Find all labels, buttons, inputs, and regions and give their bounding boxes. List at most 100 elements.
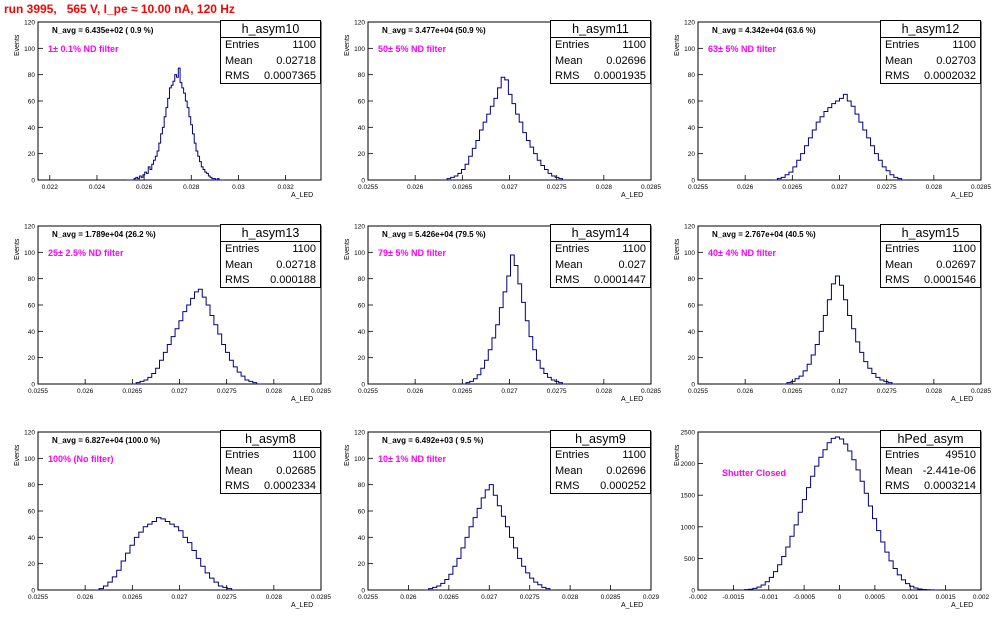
stats-key: Entries xyxy=(225,243,260,255)
stats-value: 1100 xyxy=(952,39,976,51)
stats-key: Mean xyxy=(555,54,583,67)
x-tick-label: 0.028 xyxy=(562,594,579,601)
y-tick-label: 40 xyxy=(688,125,696,132)
stats-row-entries: Entries 1100 xyxy=(221,242,320,258)
y-tick-label: 80 xyxy=(358,72,366,79)
y-tick-label: 100 xyxy=(354,46,365,53)
x-tick-label: 0.0265 xyxy=(122,388,142,395)
x-tick-label: 0.026 xyxy=(407,388,424,395)
x-tick-label: 0.0275 xyxy=(217,388,237,395)
histogram-line xyxy=(94,517,237,591)
x-tick-label: 0.0275 xyxy=(877,184,897,191)
y-tick-label: 40 xyxy=(358,535,366,542)
y-axis-label: Events xyxy=(14,444,21,466)
x-tick-label: 0.0285 xyxy=(971,184,991,191)
x-tick-label: 0.026 xyxy=(77,594,94,601)
stats-value: 0.0002032 xyxy=(924,70,976,82)
navg-label: N_avg = 1.789e+04 (26.2 %) xyxy=(52,230,156,239)
histogram-name: h_asym15 xyxy=(881,225,980,242)
histogram-line xyxy=(740,436,939,591)
stats-value: 49510 xyxy=(945,449,976,461)
y-tick-label: 80 xyxy=(28,72,36,79)
y-tick-label: 40 xyxy=(688,329,696,336)
filter-label: 25± 2.5% ND filter xyxy=(48,248,124,258)
x-tick-label: 0.0265 xyxy=(452,388,472,395)
filter-label: 50± 5% ND filter xyxy=(378,44,446,54)
histogram-plot: 0 20 40 60 80 100 120 0.0255 0.026 0.0265 0.027 0.0… xyxy=(354,20,661,192)
histogram-name: h_asym14 xyxy=(551,225,650,242)
stats-key: RMS xyxy=(225,480,250,492)
stats-row-mean: Mean 0.027 xyxy=(551,258,650,274)
filter-label: 40± 4% ND filter xyxy=(708,248,776,258)
x-tick-label: 0 xyxy=(838,594,842,601)
stats-row-rms: RMS 0.0002032 xyxy=(881,69,980,85)
stats-value: 0.0003214 xyxy=(924,480,976,492)
stats-row-rms: RMS 0.0007365 xyxy=(221,69,320,85)
stats-value: 1100 xyxy=(622,243,646,255)
histogram-line xyxy=(443,76,567,181)
histogram-panel-hPed_asym: 0 500 1000 1500 2000 2500 -0.002 -0.0015 -0.001 -… xyxy=(660,428,990,628)
x-tick-label: 0.027 xyxy=(831,184,848,191)
x-tick-label: 0.026 xyxy=(77,388,94,395)
x-tick-label: 0.0275 xyxy=(547,184,567,191)
stats-row-mean: Mean 0.02718 xyxy=(221,258,320,274)
stats-key: Entries xyxy=(885,243,920,255)
x-tick-label: -0.002 xyxy=(689,594,708,601)
y-tick-label: 1000 xyxy=(681,524,696,531)
y-tick-label: 60 xyxy=(358,509,366,516)
y-tick-label: 40 xyxy=(358,125,366,132)
y-tick-label: 80 xyxy=(358,276,366,283)
x-axis-label: A_LED xyxy=(291,192,314,199)
histogram-plot: 0 20 40 60 80 100 120 0.0255 0.026 0.0265 0.027 0.0… xyxy=(24,430,331,602)
y-tick-label: 0 xyxy=(691,588,695,595)
run-title: run 3995, 565 V, I_pe ≈ 10.00 nA, 120 Hz xyxy=(4,2,235,16)
x-tick-label: 0.0265 xyxy=(782,184,802,191)
x-tick-label: 0.028 xyxy=(183,184,200,191)
stats-key: Mean xyxy=(885,464,913,477)
y-axis-label: Events xyxy=(14,34,21,56)
stats-key: Entries xyxy=(555,39,590,51)
stats-box: h_asym14 Entries 1100 Mean 0.027 RMS 0.0001447 xyxy=(550,224,651,288)
navg-label: N_avg = 6.827e+04 (100.0 %) xyxy=(52,436,161,445)
stats-row-mean: Mean 0.02696 xyxy=(551,464,650,480)
x-tick-label: 0.0285 xyxy=(311,388,331,395)
y-tick-label: 20 xyxy=(358,561,366,568)
x-tick-label: 0.03 xyxy=(232,184,245,191)
y-tick-label: 0 xyxy=(361,382,365,389)
stats-row-rms: RMS 0.0001447 xyxy=(551,273,650,289)
x-axis-label: A_LED xyxy=(951,602,974,609)
x-tick-label: -0.001 xyxy=(760,594,779,601)
stats-row-entries: Entries 1100 xyxy=(881,242,980,258)
stats-row-mean: Mean 0.02696 xyxy=(551,54,650,70)
y-tick-label: 100 xyxy=(24,456,35,463)
x-tick-label: 0.026 xyxy=(737,184,754,191)
x-tick-label: 0.027 xyxy=(831,388,848,395)
y-axis-label: Events xyxy=(14,238,21,260)
y-axis-label: Events xyxy=(344,34,351,56)
x-tick-label: 0.0275 xyxy=(217,594,237,601)
x-axis-label: A_LED xyxy=(621,602,644,609)
stats-row-mean: Mean 0.02703 xyxy=(881,54,980,70)
x-tick-label: 0.0265 xyxy=(782,388,802,395)
x-tick-label: 0.001 xyxy=(902,594,919,601)
histogram-panel-h_asym11: 0 20 40 60 80 100 120 0.0255 0.026 0.0265 0.027 0.0… xyxy=(330,18,661,218)
histogram-plot: 0 20 40 60 80 100 120 0.0255 0.026 0.0265 0.027 0.0… xyxy=(24,224,331,396)
stats-row-entries: Entries 1100 xyxy=(551,448,650,464)
y-tick-label: 120 xyxy=(354,224,365,231)
y-tick-label: 100 xyxy=(24,46,35,53)
stats-value: 1100 xyxy=(292,243,316,255)
x-axis-label: A_LED xyxy=(621,192,644,199)
y-tick-label: 0 xyxy=(31,382,35,389)
stats-row-rms: RMS 0.0003214 xyxy=(881,479,980,495)
stats-value: 0.0001546 xyxy=(924,274,976,286)
filter-label: 1± 0.1% ND filter xyxy=(48,44,119,54)
x-tick-label: 0.0265 xyxy=(452,184,472,191)
x-tick-label: 0.0255 xyxy=(688,184,708,191)
x-tick-label: 0.028 xyxy=(266,388,283,395)
x-tick-label: 0.0275 xyxy=(520,594,540,601)
x-tick-label: 0.0005 xyxy=(865,594,885,601)
y-axis-label: Events xyxy=(674,444,681,466)
stats-key: RMS xyxy=(225,70,250,82)
stats-key: Mean xyxy=(885,258,913,271)
stats-key: RMS xyxy=(885,480,910,492)
